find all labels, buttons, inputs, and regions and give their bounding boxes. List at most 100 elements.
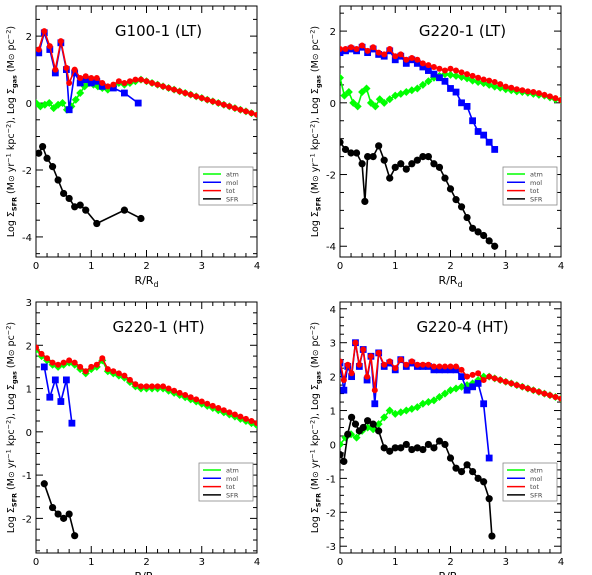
data-point-tot xyxy=(397,356,404,363)
data-point-tot xyxy=(419,60,426,67)
data-point-tot xyxy=(497,377,504,384)
data-point-atm xyxy=(474,78,483,87)
data-point-atm xyxy=(375,95,384,104)
data-point-tot xyxy=(558,96,561,103)
legend-label-tot: tot xyxy=(226,187,236,195)
data-point-tot xyxy=(82,73,89,80)
data-point-sfr xyxy=(344,430,352,438)
chart-title: G100-1 (LT) xyxy=(115,22,202,40)
data-point-tot xyxy=(220,407,227,414)
data-point-tot xyxy=(237,106,244,113)
data-point-sfr xyxy=(435,437,444,445)
data-point-tot xyxy=(513,382,520,389)
data-point-tot xyxy=(344,361,351,368)
data-point-tot xyxy=(115,370,122,377)
data-point-tot xyxy=(63,64,70,71)
x-tick-label: 4 xyxy=(254,261,260,272)
data-point-tot xyxy=(77,74,84,81)
data-point-mol xyxy=(402,59,410,67)
data-point-tot xyxy=(57,38,64,45)
data-point-tot xyxy=(524,88,531,95)
legend-label-tot: tot xyxy=(530,483,540,491)
data-point-sfr xyxy=(386,447,394,455)
data-point-tot xyxy=(414,361,421,368)
data-point-tot xyxy=(486,77,493,84)
series-line-mol xyxy=(43,366,73,424)
data-point-atm xyxy=(380,413,389,422)
data-point-tot xyxy=(552,393,559,400)
data-point-tot xyxy=(464,71,471,78)
data-point-mol xyxy=(491,146,499,153)
data-point-tot xyxy=(408,54,415,61)
data-point-sfr xyxy=(485,237,493,245)
data-point-tot xyxy=(132,381,139,388)
legend-label-mol: mol xyxy=(226,475,238,483)
plot-frame xyxy=(339,5,562,258)
data-point-atm xyxy=(374,420,383,429)
plot-frame xyxy=(35,5,258,258)
y-tick-label: 4 xyxy=(330,305,336,316)
chart-title: G220-1 (HT) xyxy=(112,318,204,336)
data-point-tot xyxy=(491,79,498,86)
data-point-atm xyxy=(385,95,394,104)
data-point-sfr xyxy=(120,206,128,214)
data-point-tot xyxy=(52,66,59,73)
data-point-tot xyxy=(143,78,150,85)
data-point-tot xyxy=(502,83,509,90)
data-point-sfr xyxy=(352,149,361,157)
y-tick-label: 2 xyxy=(330,27,336,38)
data-point-mol xyxy=(87,79,95,87)
data-point-sfr xyxy=(457,203,466,211)
data-point-sfr xyxy=(397,444,405,452)
data-point-atm xyxy=(349,98,358,107)
data-point-tot xyxy=(497,81,504,88)
data-point-mol xyxy=(51,69,59,77)
data-point-tot xyxy=(453,67,460,74)
data-point-tot xyxy=(121,79,128,86)
data-point-tot xyxy=(187,394,194,401)
data-layer xyxy=(340,339,561,540)
data-point-mol xyxy=(391,56,399,64)
data-point-tot xyxy=(367,353,374,360)
data-point-sfr xyxy=(82,206,90,214)
data-point-tot xyxy=(38,350,45,357)
data-point-mol xyxy=(474,128,482,135)
data-point-sfr xyxy=(369,153,377,161)
data-point-sfr xyxy=(380,156,388,164)
data-point-tot xyxy=(187,91,194,98)
data-point-tot xyxy=(392,365,399,372)
data-point-tot xyxy=(353,46,360,53)
data-point-atm xyxy=(76,89,85,98)
y-tick-label: -1 xyxy=(22,471,32,482)
data-point-tot xyxy=(441,363,448,370)
data-point-tot xyxy=(535,90,542,97)
data-point-tot xyxy=(475,370,482,377)
data-point-tot xyxy=(342,46,349,53)
data-point-atm xyxy=(413,84,422,93)
data-point-tot xyxy=(55,361,62,368)
data-point-sfr xyxy=(402,440,410,449)
data-point-sfr xyxy=(397,160,405,168)
data-point-sfr xyxy=(36,149,43,157)
data-point-sfr xyxy=(488,532,496,540)
data-point-sfr xyxy=(361,197,369,206)
data-point-mol xyxy=(463,386,471,394)
data-point-tot xyxy=(491,375,498,382)
data-point-mol xyxy=(458,99,465,107)
data-point-tot xyxy=(66,357,73,364)
data-point-sfr xyxy=(369,420,377,428)
data-point-tot xyxy=(508,84,515,91)
data-point-tot xyxy=(36,344,39,351)
data-point-tot xyxy=(104,366,111,373)
data-point-sfr xyxy=(463,461,471,469)
data-point-atm xyxy=(36,99,40,108)
x-tick-label: 1 xyxy=(88,557,94,568)
data-point-tot xyxy=(154,81,161,88)
data-point-atm xyxy=(429,396,438,405)
data-point-mol xyxy=(65,106,73,114)
data-point-tot xyxy=(513,86,520,93)
data-point-tot xyxy=(209,402,216,409)
y-tick-label: -1 xyxy=(326,474,336,485)
data-point-tot xyxy=(419,361,426,368)
